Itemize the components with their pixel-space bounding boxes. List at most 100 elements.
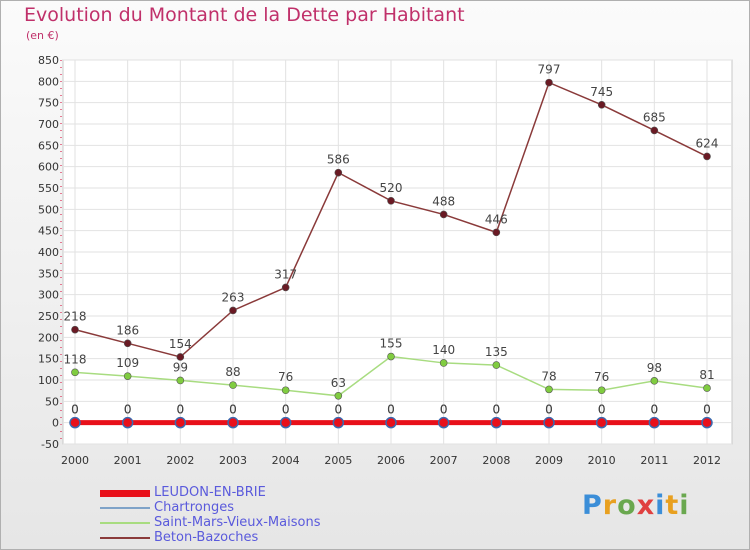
y-tick-label: 150 (38, 353, 59, 366)
data-point (492, 228, 501, 237)
data-label: 0 (703, 403, 711, 417)
data-point (439, 210, 448, 219)
x-tick-label: 2012 (693, 454, 721, 467)
data-label: 0 (440, 403, 448, 417)
data-point (71, 368, 79, 377)
y-tick-label: 300 (38, 289, 59, 302)
data-point (650, 126, 659, 135)
y-tick-label: 700 (38, 118, 59, 131)
chart-title: Evolution du Montant de la Dette par Hab… (24, 4, 465, 26)
data-label: 0 (229, 403, 237, 417)
y-tick-label: 650 (38, 139, 59, 152)
data-label: 0 (493, 403, 501, 417)
data-point (648, 416, 661, 429)
data-point (387, 352, 395, 361)
data-label: 520 (380, 181, 403, 195)
data-point (437, 416, 450, 429)
y-tick-label: 500 (38, 203, 59, 216)
legend-swatch (100, 489, 150, 497)
data-label: 0 (282, 403, 290, 417)
data-label: 0 (335, 403, 343, 417)
data-point (597, 386, 606, 395)
data-label: 0 (703, 403, 711, 417)
data-point (229, 306, 237, 315)
data-label: 154 (169, 337, 192, 351)
y-tick-label: 800 (38, 75, 59, 88)
data-label: 0 (598, 403, 606, 417)
x-tick-label: 2008 (482, 454, 510, 467)
data-label: 0 (124, 403, 132, 417)
data-point (545, 78, 553, 87)
data-label: 109 (116, 356, 139, 370)
y-tick-label: 400 (38, 246, 59, 259)
data-point (176, 353, 185, 361)
data-label: 0 (71, 403, 79, 417)
data-point (439, 359, 448, 367)
x-tick-label: 2010 (588, 454, 616, 467)
data-label: 135 (485, 345, 508, 359)
data-point (176, 376, 185, 385)
data-label: 81 (699, 368, 714, 382)
x-tick-label: 2003 (219, 454, 247, 467)
legend-swatch (100, 537, 150, 539)
y-tick-label: 550 (38, 182, 59, 195)
data-point (281, 283, 290, 292)
data-point (69, 416, 81, 429)
y-tick-label: -50 (41, 438, 59, 451)
legend-label: LEUDON-EN-BRIE (154, 485, 266, 500)
data-point (595, 416, 608, 429)
data-label: 76 (278, 370, 293, 384)
data-label: 218 (64, 310, 87, 324)
logo-letter: i (655, 490, 666, 521)
data-label: 624 (696, 136, 719, 150)
data-point (703, 384, 711, 392)
data-point (279, 416, 292, 429)
data-point (334, 391, 343, 400)
y-tick-label: 50 (45, 395, 59, 408)
data-label: 98 (647, 361, 662, 375)
data-point (71, 325, 79, 334)
logo-letter: x (636, 490, 656, 521)
data-label: 0 (493, 403, 501, 417)
data-label: 0 (71, 403, 79, 417)
legend-swatch (100, 507, 150, 509)
y-tick-label: 100 (38, 374, 59, 387)
data-point (121, 416, 134, 429)
x-tick-label: 2006 (377, 454, 405, 467)
y-tick-label: 600 (38, 161, 59, 174)
data-label: 0 (335, 403, 343, 417)
data-label: 0 (545, 403, 553, 417)
y-tick-label: 450 (38, 225, 59, 238)
data-label: 797 (538, 63, 561, 77)
data-label: 0 (229, 403, 237, 417)
data-label: 0 (124, 403, 132, 417)
logo-letter: i (679, 490, 690, 521)
data-label: 0 (545, 403, 553, 417)
data-label: 155 (380, 337, 403, 351)
x-tick-label: 2007 (430, 454, 458, 467)
data-label: 140 (432, 343, 455, 357)
data-point (490, 416, 503, 429)
data-label: 0 (651, 403, 659, 417)
x-tick-label: 2004 (272, 454, 300, 467)
data-point (334, 168, 343, 177)
legend-label: Saint-Mars-Vieux-Maisons (154, 515, 321, 530)
data-label: 0 (177, 403, 185, 417)
data-point (385, 416, 397, 429)
data-label: 263 (222, 290, 245, 304)
data-label: 0 (282, 403, 290, 417)
data-point (650, 377, 659, 385)
x-tick-label: 2002 (166, 454, 194, 467)
logo-letter: t (665, 490, 680, 521)
x-tick-label: 2000 (61, 454, 89, 467)
logo-letter: o (617, 490, 637, 521)
data-label: 0 (598, 403, 606, 417)
data-point (703, 152, 711, 161)
legend-label: Beton-Bazoches (154, 530, 259, 545)
y-tick-label: 850 (38, 54, 59, 67)
data-point (597, 101, 606, 109)
data-point (387, 197, 395, 205)
x-tick-label: 2005 (324, 454, 352, 467)
data-label: 745 (590, 85, 613, 99)
